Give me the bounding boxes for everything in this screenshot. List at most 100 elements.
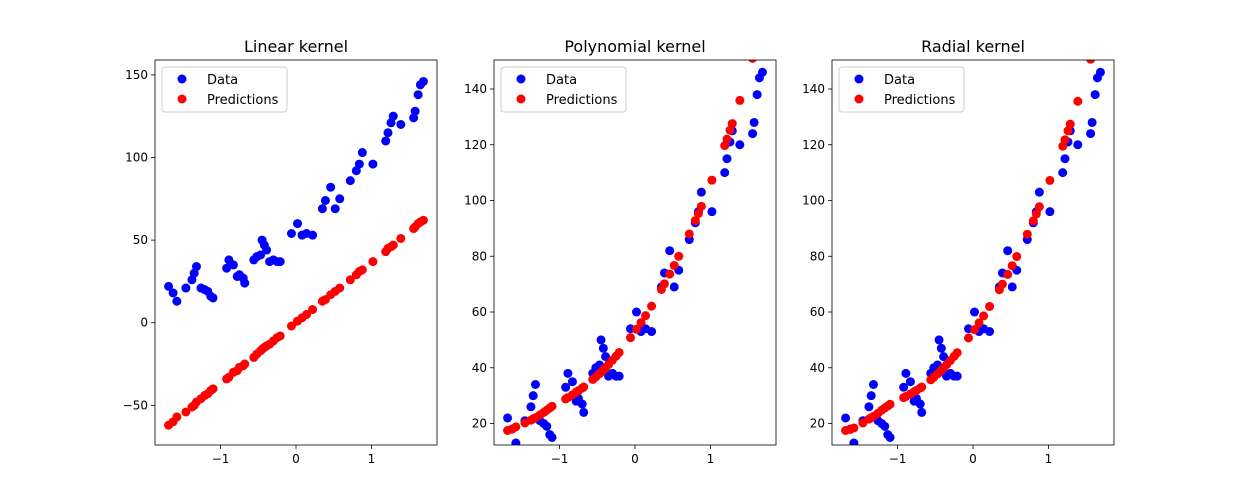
prediction-point (345, 275, 355, 285)
data-point (1034, 187, 1044, 197)
prediction-point (722, 134, 732, 144)
data-point (317, 204, 327, 214)
prediction-point (1060, 135, 1070, 145)
data-point (880, 421, 890, 431)
y-tick-label: 80 (810, 249, 825, 263)
data-point (275, 257, 285, 267)
data-point (410, 106, 420, 116)
data-point (952, 371, 962, 381)
data-point (396, 119, 406, 129)
prediction-point (1045, 175, 1055, 185)
data-point (262, 245, 272, 255)
prediction-point (970, 325, 980, 335)
legend-marker-predictions (516, 94, 526, 104)
data-point (335, 194, 345, 204)
x-tick-label: 1 (368, 452, 376, 466)
data-point (1007, 282, 1017, 292)
data-point (647, 327, 657, 337)
legend: Data Predictions (500, 66, 627, 113)
axes-frame (493, 59, 777, 446)
data-point (345, 176, 355, 186)
prediction-point (693, 209, 703, 219)
prediction-point (1003, 269, 1013, 279)
x-tick-label: 0 (631, 452, 639, 466)
legend-box (161, 66, 288, 113)
legend-marker-data (854, 74, 864, 84)
prediction-point (1065, 119, 1075, 129)
x-tick-label: −1 (551, 452, 569, 466)
data-point (864, 402, 874, 412)
data-point (1058, 168, 1068, 178)
data-point (542, 421, 552, 431)
prediction-point (748, 60, 757, 63)
data-point (357, 148, 367, 158)
legend-label-data: Data (546, 73, 577, 88)
prediction-point (684, 229, 694, 239)
data-point (866, 391, 876, 401)
x-tick-label: 0 (292, 452, 300, 466)
prediction-point (208, 384, 218, 394)
y-tick-label: 120 (464, 138, 487, 152)
legend-label-data: Data (884, 73, 915, 88)
data-point (1073, 140, 1083, 150)
prediction-point (985, 301, 995, 311)
data-point (326, 182, 336, 192)
prediction-point (240, 359, 250, 369)
data-point (511, 438, 521, 445)
prediction-point (632, 324, 642, 334)
data-point (579, 407, 589, 417)
legend-label-predictions: Predictions (884, 93, 956, 108)
data-point (168, 288, 178, 298)
data-point (596, 335, 606, 345)
data-point (413, 90, 423, 100)
data-point (1095, 67, 1105, 77)
legend-label-predictions: Predictions (546, 93, 618, 108)
y-tick-label: 60 (472, 305, 487, 319)
prediction-point (979, 311, 989, 321)
prediction-point (1031, 209, 1041, 219)
data-point (172, 296, 182, 306)
chart-panel-1: Linear kernel −1 0 1 −50 0 50 100 150 Data Predict… (123, 37, 438, 466)
y-tick-label: 80 (472, 249, 487, 263)
x-tick-label: 1 (1045, 452, 1053, 466)
prediction-point (418, 215, 428, 225)
prediction-point (302, 309, 312, 319)
prediction-point (1073, 96, 1083, 106)
data-point (381, 136, 391, 146)
data-point (915, 399, 925, 409)
y-tick-label: 60 (810, 305, 825, 319)
prediction-point (997, 279, 1007, 289)
data-point (985, 327, 995, 337)
prediction-point (917, 382, 927, 392)
data-point (1060, 154, 1070, 164)
data-point (1090, 90, 1100, 100)
data-point (208, 293, 218, 303)
y-tick-label: −50 (123, 398, 148, 412)
y-tick-label: 100 (125, 150, 148, 164)
data-point (286, 228, 296, 238)
legend-marker-predictions (854, 94, 864, 104)
data-point (563, 368, 573, 378)
prediction-point (1086, 60, 1096, 64)
axes-frame (154, 59, 438, 446)
prediction-point (547, 401, 557, 411)
data-point (936, 343, 946, 353)
legend-box (500, 66, 627, 113)
data-point (228, 260, 238, 270)
prediction-point (1007, 261, 1017, 271)
data-point (240, 278, 250, 288)
data-point (868, 380, 878, 390)
data-point (669, 282, 679, 292)
y-tick-label: 140 (464, 82, 487, 96)
prediction-point (614, 347, 624, 357)
prediction-point (707, 175, 717, 185)
data-point (748, 129, 758, 139)
data-point (665, 246, 675, 256)
data-point (901, 368, 911, 378)
y-tick-label: 20 (810, 417, 825, 431)
prediction-point (849, 423, 859, 433)
prediction-point (690, 216, 700, 226)
data-point (601, 352, 611, 362)
y-tick-label: 0 (140, 316, 148, 330)
